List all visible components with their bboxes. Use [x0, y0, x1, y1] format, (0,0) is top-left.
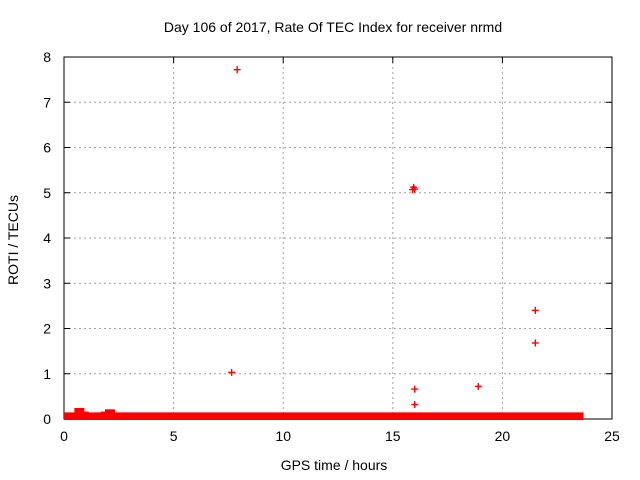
- data-point-0-8: [474, 382, 482, 390]
- y-tick-label-5: 5: [43, 185, 51, 201]
- x-tick-label-0: 0: [60, 428, 68, 444]
- y-tick-labels: 0 1 2 3 4 5 6 7 8: [43, 49, 51, 427]
- y-tick-label-8: 8: [43, 49, 51, 65]
- chart-title: Day 106 of 2017, Rate Of TEC Index for r…: [164, 19, 502, 35]
- x-tick-labels: 0 5 10 15 20 25: [60, 428, 620, 444]
- x-axis-label: GPS time / hours: [281, 457, 388, 473]
- data-point-0-3: [409, 186, 417, 194]
- y-tick-label-4: 4: [43, 230, 51, 246]
- y-tick-label-6: 6: [43, 140, 51, 156]
- x-tick-label-4: 20: [495, 428, 511, 444]
- baseline-band: [64, 407, 584, 420]
- data-points: [228, 66, 539, 409]
- y-tick-label-1: 1: [43, 366, 51, 382]
- data-point-0-9: [411, 401, 419, 409]
- y-tick-label-3: 3: [43, 275, 51, 291]
- data-point-0-6: [228, 368, 236, 376]
- baseline-band-fill: [64, 412, 584, 420]
- data-point-0-4: [531, 306, 539, 314]
- y-tick-label-2: 2: [43, 321, 51, 337]
- x-tick-label-5: 25: [604, 428, 620, 444]
- baseline-bump-3: [100, 411, 111, 417]
- y-axis-label: ROTI / TECUs: [5, 195, 21, 285]
- data-point-0-0: [233, 66, 241, 74]
- x-tick-label-1: 5: [170, 428, 178, 444]
- grid-lines: [64, 57, 612, 419]
- data-point-0-5: [531, 339, 539, 347]
- x-tick-label-3: 15: [385, 428, 401, 444]
- y-tick-label-7: 7: [43, 94, 51, 110]
- y-tick-label-0: 0: [43, 411, 51, 427]
- baseline-bump-2: [78, 411, 89, 417]
- x-tick-label-2: 10: [275, 428, 291, 444]
- data-point-0-7: [411, 385, 419, 393]
